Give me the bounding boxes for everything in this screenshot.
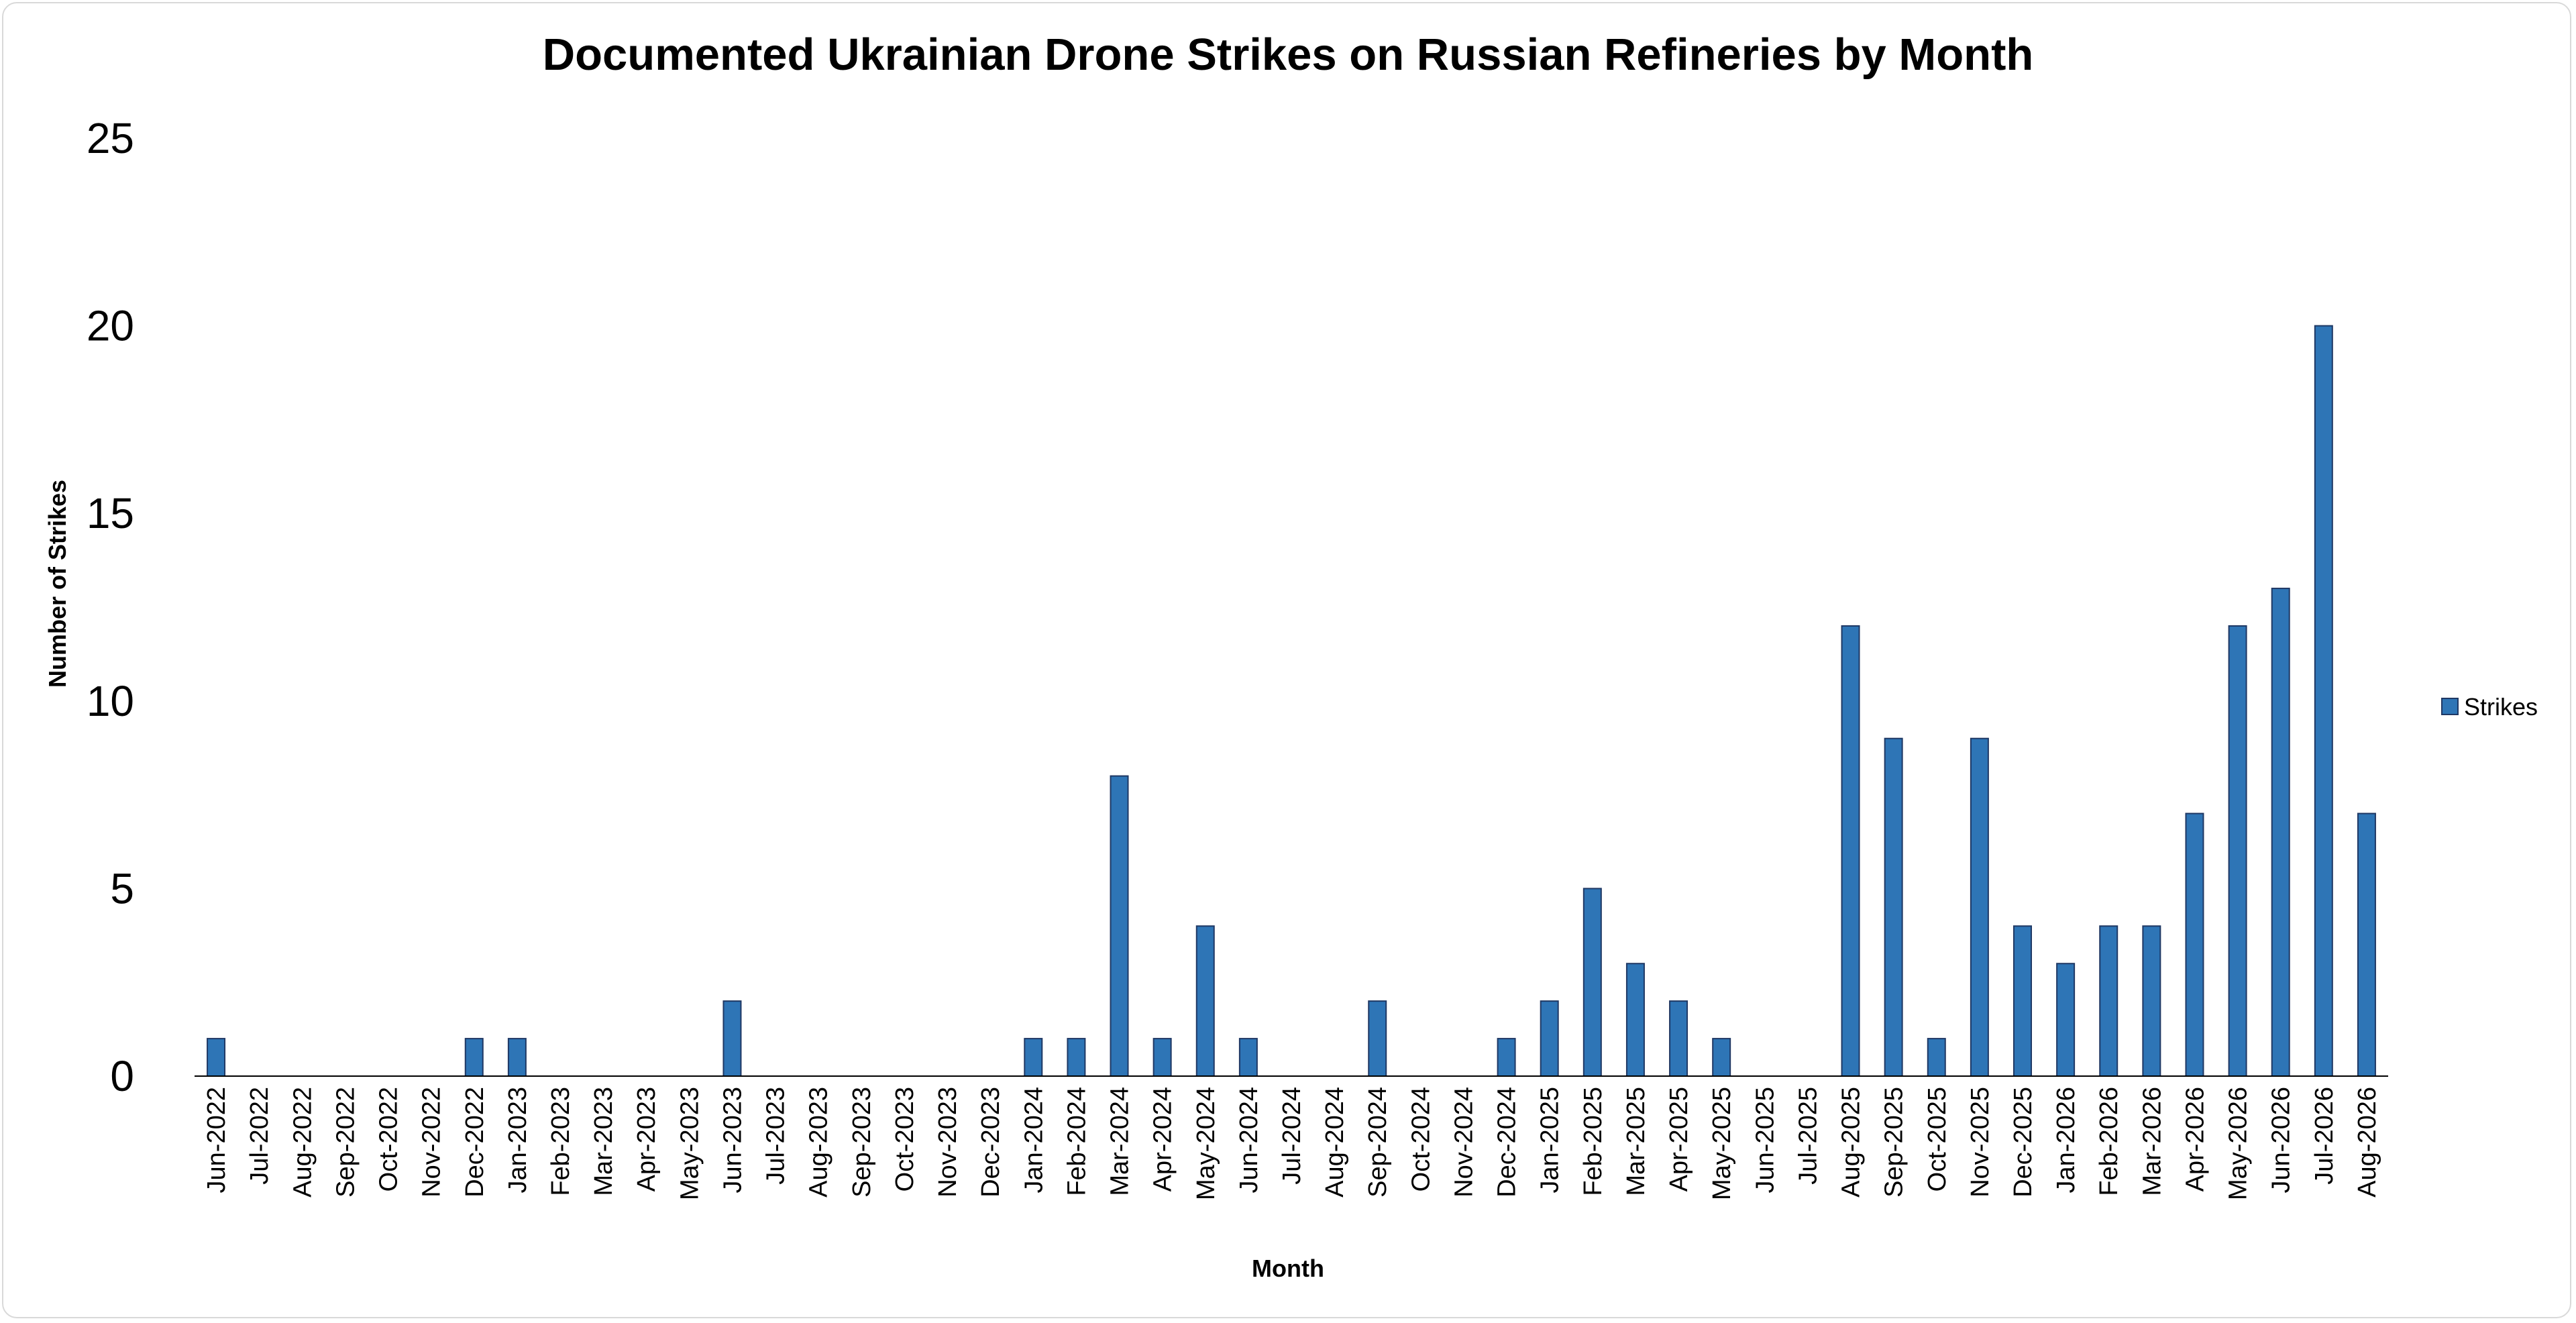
x-tick-label: Jun-2025 [1751,1087,1779,1193]
bar-series [207,325,2376,1077]
x-tick-label: Aug-2025 [1837,1087,1866,1198]
y-tick-label: 20 [87,302,134,350]
bar-jun-2023 [722,1000,742,1077]
x-tick-label: Oct-2023 [891,1087,919,1192]
bar-feb-2024 [1067,1038,1086,1077]
x-tick-label: Sep-2025 [1880,1087,1909,1198]
bar-apr-2025 [1669,1000,1688,1077]
bar-apr-2026 [2185,812,2204,1077]
x-axis-title: Month [1252,1255,1324,1282]
x-tick-label: Sep-2024 [1364,1087,1392,1198]
bar-jan-2025 [1540,1000,1559,1077]
x-tick-label: Jul-2024 [1278,1087,1306,1185]
x-tick-label: Sep-2023 [848,1087,876,1198]
bar-jan-2023 [507,1038,527,1077]
x-tick-label: May-2024 [1192,1087,1220,1200]
y-axis-title: Number of Strikes [44,480,71,688]
bar-jul-2026 [2314,325,2333,1077]
x-tick-label: Jan-2025 [1536,1087,1564,1193]
x-tick-label: Nov-2024 [1450,1087,1478,1198]
x-tick-label: Oct-2025 [1923,1087,1951,1192]
x-tick-label: Aug-2023 [805,1087,833,1198]
x-tick-label: Oct-2024 [1407,1087,1435,1192]
bar-may-2026 [2228,625,2247,1077]
bar-mar-2025 [1625,963,1645,1077]
x-tick-label: Jun-2026 [2267,1087,2296,1193]
bar-sep-2024 [1368,1000,1387,1077]
bar-jun-2022 [207,1038,226,1077]
bar-dec-2024 [1497,1038,1516,1077]
x-tick-label: Apr-2025 [1665,1087,1693,1192]
bar-mar-2024 [1110,775,1129,1077]
x-tick-label: Nov-2022 [418,1087,446,1198]
legend-swatch [2441,698,2459,715]
x-tick-label: Apr-2024 [1149,1087,1177,1192]
y-tick-label: 0 [110,1052,134,1100]
x-tick-label: Aug-2024 [1321,1087,1349,1198]
bar-jun-2024 [1238,1038,1258,1077]
x-tick-label: Mar-2025 [1622,1087,1650,1196]
bar-nov-2025 [1970,737,1989,1077]
x-tick-label: Jan-2024 [1020,1087,1048,1193]
x-axis-ticks: Jun-2022 Jul-2022 Aug-2022 Sep-2022 Oct-2022… [203,1087,2381,1200]
legend-label: Strikes [2464,693,2538,721]
legend: Strikes [2441,693,2538,721]
y-tick-label: 25 [87,114,134,162]
y-tick-label: 10 [87,677,134,725]
x-tick-label: Jun-2024 [1235,1087,1263,1193]
bar-mar-2026 [2142,925,2161,1077]
x-tick-label: Feb-2026 [2095,1087,2123,1196]
bar-apr-2024 [1152,1038,1172,1077]
x-tick-label: May-2026 [2224,1087,2253,1200]
x-tick-label: Apr-2026 [2181,1087,2209,1192]
x-tick-label: May-2023 [676,1087,704,1200]
x-tick-label: Jul-2026 [2310,1087,2339,1185]
bar-jan-2026 [2056,963,2076,1077]
x-tick-label: Sep-2022 [331,1087,360,1198]
chart-title: Documented Ukrainian Drone Strikes on Ru… [543,30,2034,80]
x-tick-label: Apr-2023 [633,1087,661,1192]
x-tick-label: Jun-2022 [203,1087,231,1193]
x-tick-label: Jan-2026 [2052,1087,2080,1193]
x-tick-label: Mar-2026 [2138,1087,2166,1196]
x-tick-label: Mar-2023 [590,1087,618,1196]
x-tick-label: Dec-2023 [977,1087,1005,1198]
x-tick-label: Feb-2023 [547,1087,575,1196]
x-tick-label: Jul-2025 [1794,1087,1822,1185]
bar-feb-2025 [1582,888,1602,1077]
bar-oct-2025 [1927,1038,1946,1077]
bar-may-2024 [1195,925,1215,1077]
x-tick-label: Mar-2024 [1106,1087,1134,1196]
x-tick-label: Feb-2024 [1063,1087,1091,1196]
x-tick-label: Nov-2025 [1966,1087,1994,1198]
y-axis-ticks: 0 5 10 15 20 25 [87,114,134,1100]
bar-aug-2026 [2357,812,2376,1077]
x-tick-label: Jun-2023 [718,1087,747,1193]
x-tick-label: Nov-2023 [934,1087,962,1198]
x-tick-label: Feb-2025 [1579,1087,1607,1196]
bar-aug-2025 [1841,625,1860,1077]
bar-feb-2026 [2099,925,2118,1077]
x-tick-label: Aug-2026 [2353,1087,2381,1198]
x-tick-label: Dec-2022 [461,1087,489,1198]
x-tick-label: Jul-2023 [762,1087,790,1185]
x-tick-label: Jul-2022 [246,1087,274,1185]
x-tick-label: Dec-2025 [2009,1087,2037,1198]
y-tick-label: 15 [87,489,134,537]
x-tick-label: May-2025 [1708,1087,1736,1200]
x-tick-label: Aug-2022 [288,1087,317,1198]
y-tick-label: 5 [110,864,134,912]
bar-dec-2025 [2013,925,2032,1077]
bar-sep-2025 [1884,737,1903,1077]
bar-dec-2022 [464,1038,484,1077]
bar-jan-2024 [1024,1038,1043,1077]
x-tick-label: Jan-2023 [504,1087,532,1193]
x-tick-label: Dec-2024 [1493,1087,1521,1198]
x-tick-label: Oct-2022 [375,1087,403,1192]
bar-may-2025 [1712,1038,1731,1077]
bar-jun-2026 [2271,588,2290,1077]
